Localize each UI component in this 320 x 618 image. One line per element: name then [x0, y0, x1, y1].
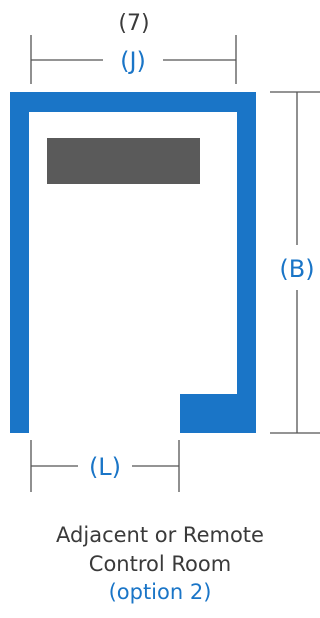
door-label: (L)	[89, 453, 121, 481]
top-number-label: (7)	[118, 11, 149, 36]
console-desk	[47, 138, 200, 184]
room-walls	[10, 92, 256, 433]
caption-title-line2: Control Room	[88, 552, 232, 576]
caption-title-line1: Adjacent or Remote	[56, 523, 264, 547]
height-label: (B)	[279, 255, 314, 283]
caption-option-label: (option 2)	[108, 580, 212, 604]
width-label: (J)	[120, 47, 146, 75]
